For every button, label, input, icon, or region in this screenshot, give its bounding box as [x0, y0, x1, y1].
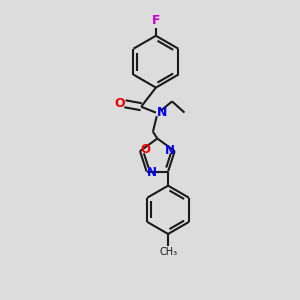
Text: N: N	[147, 166, 157, 179]
Text: CH₃: CH₃	[159, 247, 177, 257]
Text: N: N	[157, 106, 167, 118]
Text: F: F	[152, 14, 160, 27]
Text: O: O	[140, 143, 150, 156]
Text: N: N	[164, 144, 174, 157]
Text: O: O	[114, 97, 125, 110]
